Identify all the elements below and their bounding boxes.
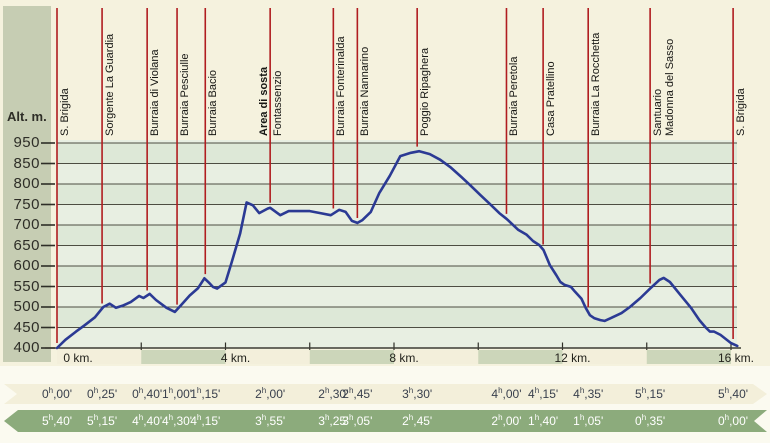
time-return-label: 2h,45' bbox=[402, 413, 433, 429]
outbound-time-band-arrow bbox=[4, 384, 767, 404]
time-outbound-label: 1h,15' bbox=[190, 386, 221, 402]
distance-tick-label: 4 km. bbox=[220, 351, 251, 365]
location-label: Burraia Pesciulle bbox=[179, 53, 192, 136]
time-return-label: 4h,40' bbox=[132, 413, 163, 429]
time-outbound-label: 4h,15' bbox=[528, 386, 559, 402]
location-label: S. Brigida bbox=[735, 88, 748, 136]
time-outbound-label: 0h,40' bbox=[132, 386, 163, 402]
location-label: Burraia Peretola bbox=[508, 56, 521, 137]
location-label: Area di sosta bbox=[258, 66, 271, 136]
plot-band bbox=[57, 184, 737, 205]
location-label: Santuario bbox=[652, 88, 665, 136]
plot-band bbox=[57, 204, 737, 225]
return-time-band-arrow bbox=[4, 410, 767, 432]
distance-tick-label: 0 km. bbox=[63, 351, 93, 365]
time-outbound-label: 2h,30' bbox=[318, 386, 349, 402]
plot-band bbox=[57, 163, 737, 184]
time-outbound-label: 0h,00' bbox=[41, 386, 73, 402]
plot-band bbox=[57, 140, 737, 143]
time-return-label: 0h,35' bbox=[635, 413, 666, 429]
scale-bar-segment bbox=[141, 350, 226, 364]
location-label: Fontassenzio bbox=[272, 70, 285, 136]
time-return-label: 5h,15' bbox=[87, 413, 118, 429]
scale-bar-segment bbox=[225, 350, 310, 364]
time-outbound-label: 4h,35' bbox=[573, 386, 604, 402]
scale-bar-segment bbox=[394, 350, 479, 364]
time-outbound-label: 5h,40' bbox=[717, 386, 749, 402]
plot-band bbox=[57, 327, 737, 348]
location-label: Burraia Fonterinalda bbox=[335, 36, 348, 136]
altitude-tick-label: 750 bbox=[13, 195, 40, 213]
time-outbound-label: 4h,00' bbox=[491, 386, 522, 402]
altitude-tick-label: 450 bbox=[13, 318, 40, 336]
scale-bar-segment bbox=[646, 350, 731, 364]
distance-tick-label: 12 km. bbox=[554, 351, 591, 365]
altitude-tick-label: 800 bbox=[13, 175, 40, 192]
plot-band bbox=[57, 266, 737, 287]
time-return-label: 0h,00' bbox=[717, 413, 749, 429]
altitude-tick-label: 650 bbox=[13, 236, 40, 254]
altitude-axis-title: Alt. m. bbox=[7, 109, 47, 124]
altitude-tick-label: 850 bbox=[13, 154, 40, 172]
altitude-tick-label: 400 bbox=[13, 339, 40, 356]
time-return-label: 3h,05' bbox=[342, 413, 373, 429]
altitude-tick-label: 950 bbox=[13, 134, 40, 151]
plot-band bbox=[57, 245, 737, 266]
scale-bar-segment bbox=[562, 350, 647, 364]
time-return-label: 4h,30' bbox=[161, 413, 193, 429]
scale-bar-segment bbox=[309, 350, 394, 364]
altitude-tick-label: 500 bbox=[13, 298, 40, 315]
location-label: Burraia di Violana bbox=[149, 49, 162, 136]
distance-tick-label: 8 km. bbox=[389, 351, 419, 365]
time-outbound-label: 3h,30' bbox=[402, 386, 433, 402]
location-label: Madonna del Sasso bbox=[664, 38, 677, 136]
time-outbound-label: 2h,45' bbox=[342, 386, 373, 402]
time-return-label: 3h,55' bbox=[255, 413, 286, 429]
location-label: Sorgente La Guardia bbox=[104, 33, 117, 136]
time-outbound-label: 2h,00' bbox=[255, 386, 286, 402]
plot-band bbox=[57, 286, 737, 307]
elevation-profile-curve bbox=[55, 149, 739, 350]
location-label: Casa Pratellino bbox=[545, 61, 558, 136]
plot-band bbox=[57, 225, 737, 246]
location-label: Burraia Bacio bbox=[207, 69, 220, 136]
location-label: Burraia Nannarino bbox=[359, 46, 372, 136]
time-return-label: 1h,40' bbox=[528, 413, 559, 429]
altitude-tick-label: 600 bbox=[13, 257, 40, 274]
distance-tick-label: 16 km. bbox=[717, 351, 755, 365]
scale-bar-segment bbox=[57, 350, 142, 364]
location-label: Poggio Ripaghera bbox=[419, 47, 432, 136]
time-return-label: 5h,40' bbox=[41, 413, 73, 429]
time-outbound-label: 1h,00' bbox=[161, 386, 193, 402]
plot-band bbox=[57, 307, 737, 328]
time-outbound-label: 5h,15' bbox=[635, 386, 666, 402]
time-return-label: 1h,05' bbox=[573, 413, 604, 429]
plot-band bbox=[57, 143, 737, 164]
time-return-label: 3h,25' bbox=[318, 413, 349, 429]
time-return-label: 2h,00' bbox=[491, 413, 522, 429]
location-label: S. Brigida bbox=[59, 88, 71, 136]
scale-bar-segment bbox=[478, 350, 563, 364]
time-outbound-label: 0h,25' bbox=[87, 386, 118, 402]
altitude-tick-label: 550 bbox=[13, 277, 40, 295]
altitude-tick-label: 700 bbox=[13, 216, 40, 233]
location-label: Burraia La Rocchetta bbox=[590, 32, 603, 136]
time-return-label: 4h,15' bbox=[190, 413, 221, 429]
